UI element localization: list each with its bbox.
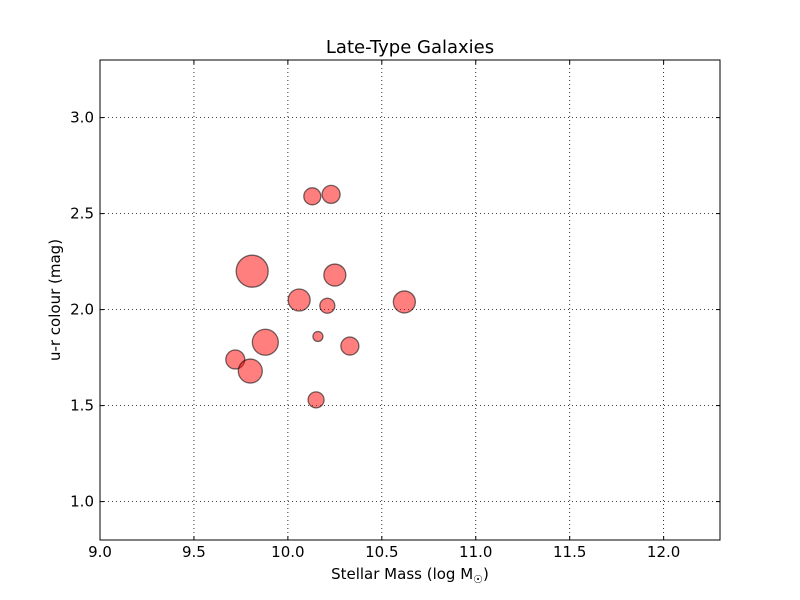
y-axis-ticks: 1.0 1.5 2.0 2.5 3.0 <box>70 109 720 511</box>
chart-title: Late-Type Galaxies <box>326 37 494 58</box>
data-points <box>225 184 417 409</box>
data-point <box>235 254 269 288</box>
data-point <box>251 328 279 356</box>
y-tick-label: 3.0 <box>70 109 94 127</box>
x-axis-ticks: 9.0 9.5 10.0 10.5 11.0 11.5 12.0 <box>88 60 680 561</box>
x-tick-label: 11.0 <box>459 543 492 561</box>
y-tick-label: 2.5 <box>70 205 94 223</box>
y-tick-label: 2.0 <box>70 301 94 319</box>
x-axis-label-suffix: ) <box>483 565 489 583</box>
y-tick-label: 1.0 <box>70 493 94 511</box>
data-point <box>307 391 325 409</box>
data-point <box>323 263 347 287</box>
x-tick-label: 9.5 <box>182 543 206 561</box>
grid <box>99 60 720 540</box>
x-tick-label: 10.5 <box>365 543 398 561</box>
data-point <box>340 336 360 356</box>
x-tick-label: 12.0 <box>647 543 680 561</box>
x-tick-label: 9.0 <box>88 543 112 561</box>
y-axis-label: u-r colour (mag) <box>46 239 64 361</box>
x-tick-label: 10.0 <box>271 543 304 561</box>
data-point <box>312 330 324 343</box>
plot-frame <box>99 59 721 541</box>
x-axis-label-subscript: ☉ <box>473 573 483 586</box>
data-point <box>392 290 417 314</box>
data-point <box>319 297 336 314</box>
x-axis-label-main: Stellar Mass (log M <box>331 565 473 583</box>
x-axis-label: Stellar Mass (log M☉) <box>331 565 489 586</box>
data-point <box>287 288 311 312</box>
data-point <box>303 187 322 206</box>
data-point <box>237 358 263 384</box>
data-point <box>321 184 341 205</box>
y-tick-label: 1.5 <box>70 397 94 415</box>
x-tick-label: 11.5 <box>553 543 586 561</box>
